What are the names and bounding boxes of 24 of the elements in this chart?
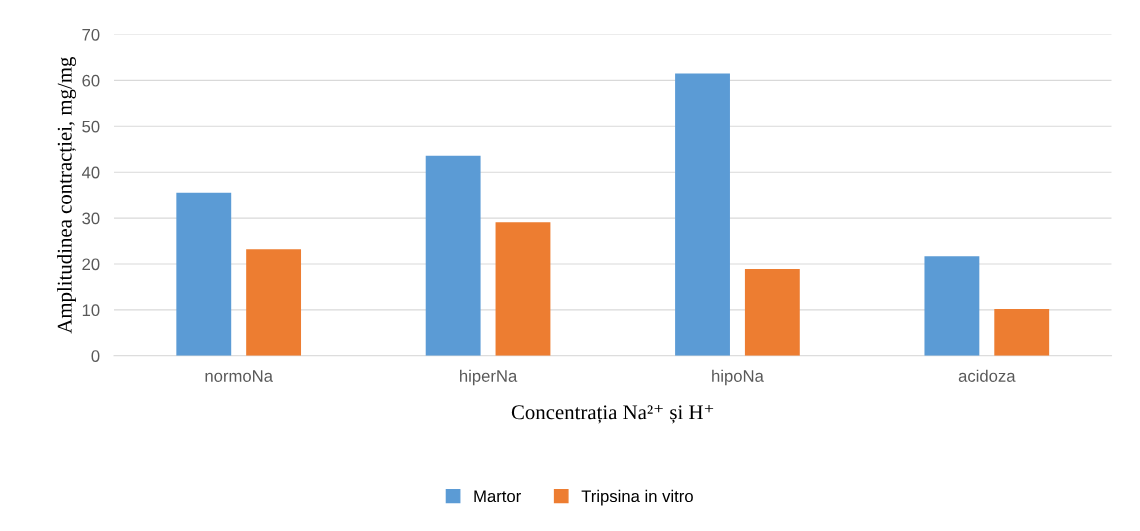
y-tick-label: 40 bbox=[81, 166, 100, 179]
x-tick-label: normoNa bbox=[205, 370, 273, 382]
y-tick-label: 70 bbox=[82, 28, 100, 41]
x-axis-title: Concentrația Na²⁺ și H⁺ bbox=[511, 404, 714, 424]
bar bbox=[176, 192, 232, 356]
bar bbox=[924, 256, 980, 356]
y-tick-label: 60 bbox=[82, 74, 100, 87]
y-tick-label: 0 bbox=[91, 350, 100, 362]
bar bbox=[744, 269, 800, 356]
y-axis-title: Amplitudinea contracției, mg/mg bbox=[57, 56, 77, 334]
legend-label: Tripsina in vitro bbox=[581, 489, 693, 506]
legend-label: Martor bbox=[474, 490, 521, 503]
y-tick-label: 10 bbox=[82, 304, 100, 317]
x-tick-label: acidoza bbox=[958, 369, 1016, 382]
y-tick-label: 30 bbox=[82, 212, 100, 225]
x-tick-label: hiperNa bbox=[460, 369, 518, 386]
y-tick-label: 50 bbox=[82, 120, 100, 133]
x-tick-label: hipoNa bbox=[712, 369, 764, 386]
y-tick-label: 20 bbox=[82, 258, 100, 271]
bar bbox=[675, 73, 730, 356]
bar bbox=[994, 308, 1050, 356]
bar bbox=[495, 222, 551, 356]
bar bbox=[246, 249, 302, 356]
bar bbox=[425, 155, 481, 356]
